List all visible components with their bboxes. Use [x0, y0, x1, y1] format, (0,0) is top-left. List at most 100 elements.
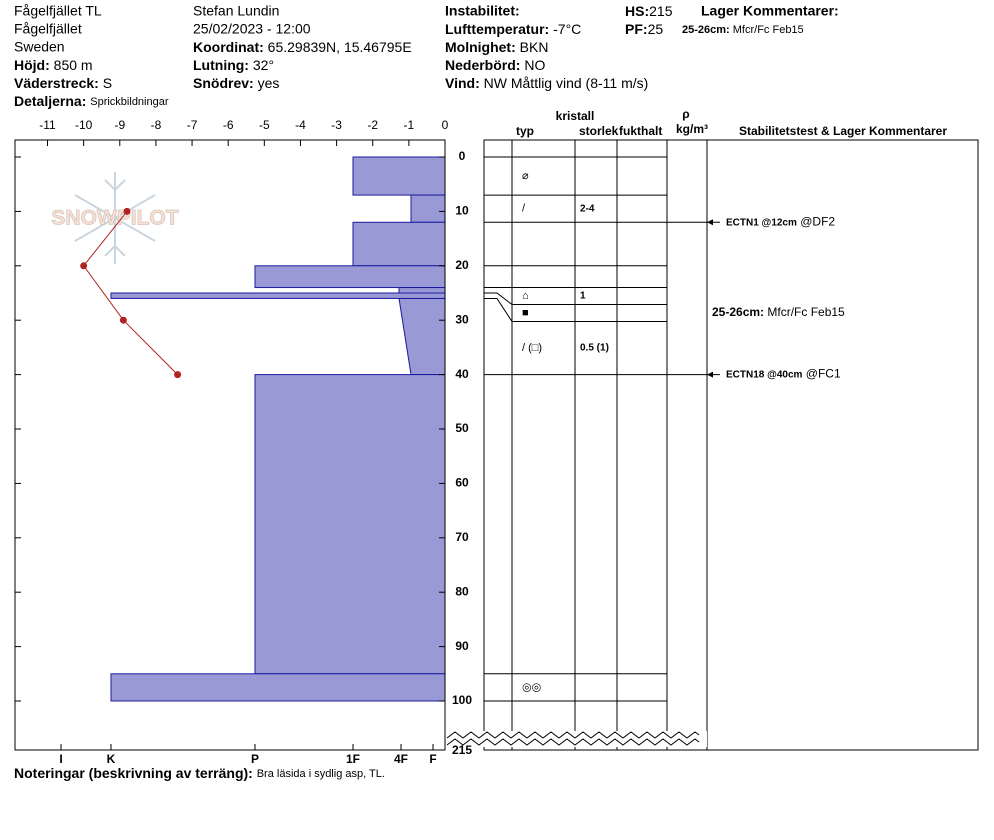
value: NW Måttlig vind (8-11 m/s)	[484, 75, 649, 91]
elevation: Höjd: 850 m	[14, 57, 93, 73]
value: 65.29839N, 15.46795E	[268, 39, 412, 55]
depth-break: 215	[446, 731, 707, 757]
layer-comments-label: Lager Kommentarer:	[701, 3, 839, 19]
hardness-tick-label: F	[429, 752, 436, 766]
label: PF:	[625, 21, 648, 37]
x-tick-label: -11	[39, 118, 56, 132]
hardness-tick-label: I	[59, 752, 62, 766]
label: Lufttemperatur:	[445, 21, 549, 37]
break-line	[446, 731, 700, 739]
value: 32°	[253, 57, 274, 73]
y-tick-label: 0	[459, 149, 466, 163]
y-tick-label: 30	[455, 312, 469, 326]
label: Snödrev:	[193, 75, 254, 91]
hardness-layer	[398, 287, 446, 294]
label: Höjd:	[14, 57, 50, 73]
x-tick-label: -5	[259, 118, 270, 132]
row-line	[484, 297, 667, 323]
logo-text: SNOWPILOT	[51, 207, 178, 230]
precip: Nederbörd: NO	[445, 57, 545, 73]
total-depth-label: 215	[452, 743, 472, 757]
notes: Noteringar (beskrivning av terräng): Bra…	[14, 765, 385, 781]
x-tick-label: -9	[114, 118, 125, 132]
label: 25-26cm:	[682, 24, 730, 36]
temperature-point	[119, 316, 127, 324]
sky: Molnighet: BKN	[445, 39, 548, 55]
y-tick-label: 100	[452, 693, 472, 707]
temperature-point	[80, 262, 88, 270]
hardness-layer	[398, 297, 446, 376]
result: @DF2	[800, 214, 835, 228]
x-tick-label: -2	[367, 118, 378, 132]
slope: Lutning: 32°	[193, 57, 274, 73]
table-frame	[483, 139, 979, 751]
x-tick-label: -6	[223, 118, 234, 132]
y-tick-label: 60	[455, 476, 469, 490]
test-arrow	[707, 371, 713, 378]
header: Fågelfjället TL Fågelfjället Sweden Höjd…	[14, 3, 839, 109]
hardness-layer	[254, 265, 446, 289]
temperature-point	[174, 371, 182, 379]
row-line	[484, 292, 667, 306]
label: Nederbörd:	[445, 57, 520, 73]
x-tick-label: -3	[331, 118, 342, 132]
hardness-tick-label: 1F	[346, 752, 360, 766]
x-tick-label: -10	[75, 118, 93, 132]
observer: Stefan Lundin	[193, 3, 279, 19]
grain-type: ◎◎	[522, 681, 541, 693]
test-arrow	[707, 219, 713, 226]
value: 850 m	[54, 57, 93, 73]
density-unit: kg/m³	[676, 122, 708, 136]
layer-comment: 25-26cm: Mfcr/Fc Feb15	[682, 24, 804, 36]
hardness-layer	[352, 221, 446, 267]
details: Detaljerna: Sprickbildningar	[14, 93, 169, 109]
instability-label: Instabilitet:	[445, 3, 520, 19]
value: BKN	[520, 39, 549, 55]
pf: PF:25	[625, 21, 663, 37]
location: Fågelfjället TL	[14, 3, 102, 19]
label: Detaljerna:	[14, 93, 86, 109]
y-tick-label: 80	[455, 584, 469, 598]
break-gap	[447, 731, 707, 747]
label: Koordinat:	[193, 39, 264, 55]
grain-type: /	[522, 203, 526, 215]
air-temp: Lufttemperatur: -7°C	[445, 21, 581, 37]
wind: Vind: NW Måttlig vind (8-11 m/s)	[445, 75, 648, 91]
hardness-tick-label: K	[107, 752, 116, 766]
aspect: Väderstreck: S	[14, 75, 112, 91]
comments-header: Stabilitetstest & Lager Kommentarer	[739, 124, 947, 138]
hardness-tick-label: 4F	[394, 752, 408, 766]
value: NO	[524, 57, 545, 73]
value: yes	[258, 75, 280, 91]
test-result: ECTN1 @12cm @DF2	[726, 214, 835, 228]
grain-type: ⌂	[522, 290, 529, 302]
crystal-header: kristall	[556, 109, 595, 123]
y-tick-label: 10	[455, 204, 469, 218]
label: ECTN18 @40cm	[726, 369, 803, 380]
size-header: storlek	[579, 124, 619, 138]
label: Noteringar (beskrivning av terräng):	[14, 765, 253, 781]
hardness-layer	[410, 194, 446, 223]
blowing-snow: Snödrev: yes	[193, 75, 279, 91]
grain-size: 2-4	[580, 203, 595, 214]
area: Fågelfjället	[14, 21, 82, 37]
value: 25	[648, 21, 664, 37]
hardness-layer	[110, 292, 446, 299]
type-header: typ	[516, 124, 534, 138]
x-tick-label: -1	[404, 118, 415, 132]
hardness-tick-label: P	[251, 752, 259, 766]
label: HS:	[625, 3, 649, 19]
value: 215	[649, 3, 673, 19]
y-tick-label: 90	[455, 639, 469, 653]
label: 25-26cm:	[712, 305, 764, 319]
temperature-point	[123, 207, 131, 215]
moisture-header: fukthalt	[619, 124, 662, 138]
grain-size: 0.5 (1)	[580, 343, 609, 354]
label: Molnighet:	[445, 39, 516, 55]
value: S	[103, 75, 112, 91]
label: Vind:	[445, 75, 480, 91]
test-result: ECTN18 @40cm @FC1	[726, 367, 841, 381]
layer-comment: 25-26cm: Mfcr/Fc Feb15	[712, 305, 845, 319]
label: ECTN1 @12cm	[726, 217, 797, 228]
